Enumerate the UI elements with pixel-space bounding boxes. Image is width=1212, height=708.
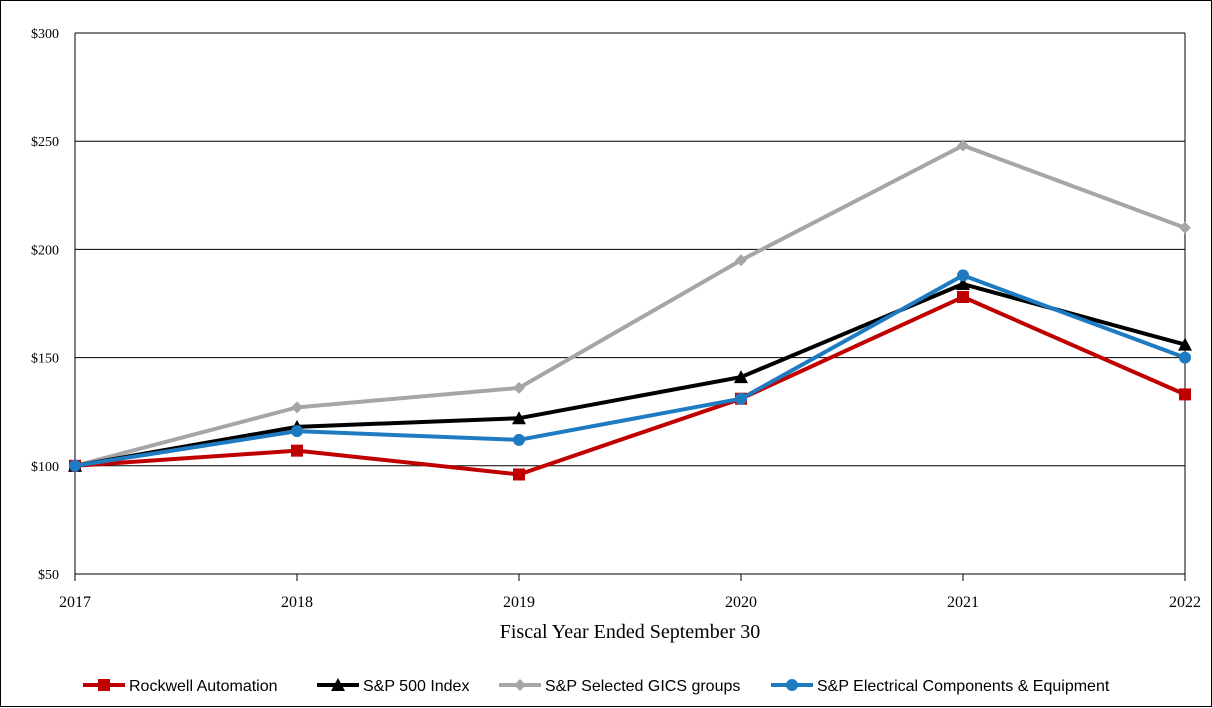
- legend: Rockwell Automation S&P 500 Index S&P Sele…: [83, 678, 1110, 695]
- legend-marker: [98, 679, 110, 691]
- x-tick-label: 2021: [947, 594, 979, 611]
- x-axis-ticks: 2017 2018 2019 2020 2021 2022: [59, 574, 1201, 611]
- y-tick-label: $150: [31, 352, 59, 367]
- y-tick-label: $100: [31, 460, 59, 475]
- data-point: [734, 370, 748, 384]
- data-point: [291, 444, 303, 457]
- x-tick-label: 2018: [281, 594, 313, 611]
- x-tick-label: 2022: [1169, 594, 1201, 611]
- legend-label: S&P Selected GICS groups: [545, 678, 740, 695]
- x-tick-label: 2019: [503, 594, 535, 611]
- y-tick-label: $250: [31, 135, 59, 150]
- data-point: [735, 254, 747, 267]
- legend-item: S&P 500 Index: [317, 678, 469, 695]
- legend-label: Rockwell Automation: [129, 678, 278, 695]
- legend-marker: [786, 679, 798, 691]
- data-point: [513, 381, 525, 394]
- y-tick-label: $200: [31, 243, 59, 258]
- series-lines: [68, 139, 1192, 481]
- gridlines: [74, 32, 1186, 575]
- data-point: [69, 459, 81, 472]
- data-point: [956, 277, 970, 291]
- data-point: [957, 269, 969, 282]
- legend-marker: [331, 678, 345, 691]
- series-s-p-electrical-components-equipment: [69, 269, 1191, 472]
- series-rockwell-automation: [69, 291, 1191, 481]
- x-tick-label: 2020: [725, 594, 757, 611]
- legend-marker: [514, 679, 526, 691]
- legend-item: Rockwell Automation: [83, 678, 278, 695]
- series-line: [74, 295, 1186, 477]
- y-tick-label: $300: [31, 27, 59, 42]
- data-point: [513, 433, 525, 446]
- data-point: [512, 411, 526, 425]
- data-point: [291, 425, 303, 438]
- legend-label: S&P Electrical Components & Equipment: [817, 678, 1110, 695]
- legend-label: S&P 500 Index: [363, 678, 469, 695]
- data-point: [1179, 221, 1191, 234]
- series-s-p-selected-gics-groups: [69, 139, 1191, 472]
- series-line: [74, 143, 1186, 468]
- series-line: [74, 273, 1186, 468]
- data-point: [291, 401, 303, 414]
- data-point: [1179, 388, 1191, 401]
- legend-item: S&P Selected GICS groups: [499, 678, 740, 695]
- data-point: [513, 468, 525, 481]
- data-point: [957, 139, 969, 152]
- y-axis-ticks: $50 $100 $150 $200 $250 $300: [31, 27, 59, 583]
- data-point: [1179, 351, 1191, 364]
- legend-item: S&P Electrical Components & Equipment: [771, 678, 1110, 695]
- series-line: [74, 282, 1186, 468]
- data-point: [735, 392, 747, 405]
- data-point: [957, 291, 969, 304]
- data-point: [1178, 337, 1192, 351]
- x-tick-label: 2017: [59, 594, 91, 611]
- y-tick-label: $50: [38, 568, 59, 583]
- x-axis-title: Fiscal Year Ended September 30: [500, 621, 761, 643]
